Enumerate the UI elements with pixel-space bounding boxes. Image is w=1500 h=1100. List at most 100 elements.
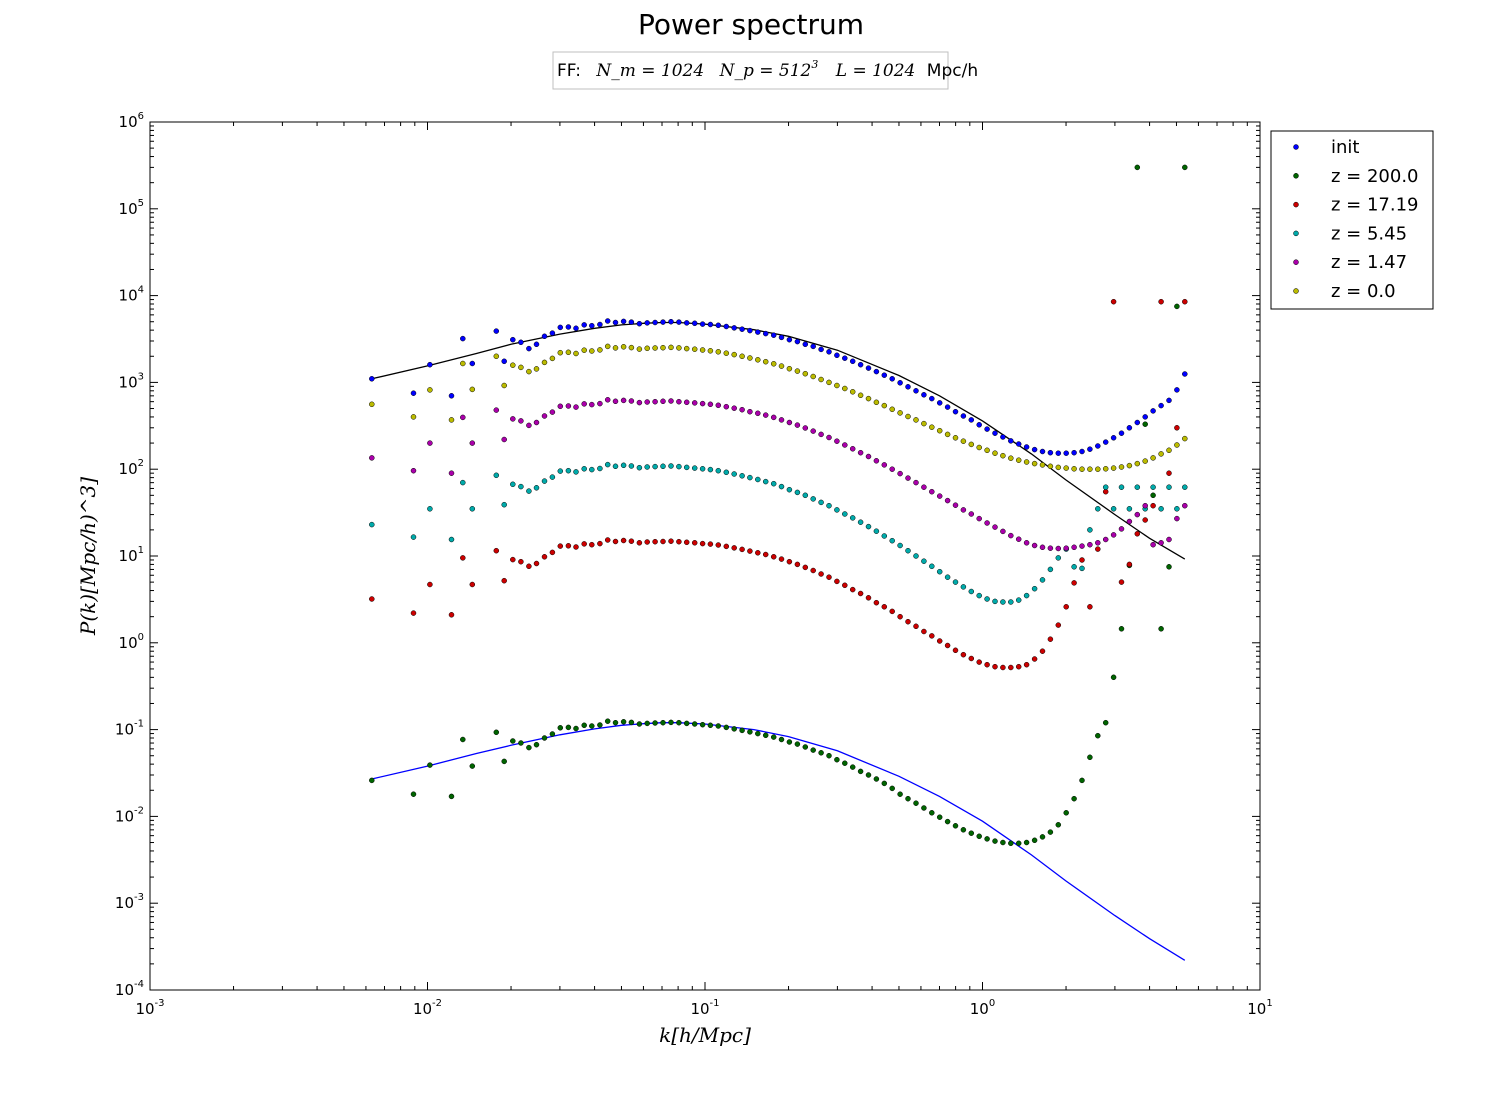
data-point xyxy=(620,719,627,725)
data-point xyxy=(589,541,595,548)
data-point xyxy=(865,523,872,530)
data-point xyxy=(762,358,769,365)
data-point xyxy=(936,814,943,820)
data-point xyxy=(770,361,777,367)
data-point xyxy=(604,461,611,468)
annotation-prefix: FF: xyxy=(557,61,581,81)
data-point xyxy=(960,584,967,590)
data-point xyxy=(510,362,516,368)
data-point xyxy=(755,410,761,417)
data-point xyxy=(731,545,737,551)
data-point xyxy=(984,596,990,602)
x-tick-label: 100 xyxy=(970,998,995,1018)
data-point xyxy=(936,568,943,575)
data-point xyxy=(628,719,635,726)
data-point xyxy=(921,628,927,635)
data-point xyxy=(929,633,935,639)
legend-marker xyxy=(1293,144,1299,150)
data-point xyxy=(510,556,516,563)
data-point xyxy=(865,395,872,402)
data-point xyxy=(1008,455,1014,461)
data-point xyxy=(549,474,556,480)
data-point xyxy=(1134,484,1141,490)
x-tick-exp: -3 xyxy=(155,998,165,1009)
data-point xyxy=(410,467,417,474)
y-tick-label: 101 xyxy=(119,545,144,565)
data-point xyxy=(676,719,682,726)
data-point xyxy=(1102,439,1109,445)
data-point xyxy=(762,412,769,418)
data-point xyxy=(652,398,658,405)
data-point xyxy=(1000,528,1006,535)
data-point xyxy=(683,720,690,727)
data-point xyxy=(1008,599,1014,605)
data-point xyxy=(604,318,611,324)
data-point xyxy=(865,453,872,460)
data-point xyxy=(1118,430,1125,436)
data-point xyxy=(1118,626,1125,632)
data-point xyxy=(1134,511,1141,518)
data-point xyxy=(557,468,564,474)
data-point xyxy=(1134,419,1141,426)
data-point xyxy=(660,719,666,726)
data-point xyxy=(699,347,706,353)
data-point xyxy=(549,355,556,362)
data-point xyxy=(842,355,848,361)
data-point xyxy=(1063,465,1069,471)
data-point xyxy=(493,547,500,554)
data-point xyxy=(723,350,730,356)
data-point xyxy=(460,555,466,561)
data-point xyxy=(1174,425,1180,431)
data-point xyxy=(1142,517,1148,523)
data-point xyxy=(770,332,777,338)
data-point xyxy=(1174,387,1180,393)
data-point xyxy=(810,428,816,434)
data-point xyxy=(1102,466,1109,472)
x-tick-base: 10 xyxy=(413,1000,432,1018)
y-tick-exp: 4 xyxy=(138,285,144,296)
data-point xyxy=(1087,541,1093,548)
data-point xyxy=(691,465,698,471)
data-points xyxy=(369,164,1188,847)
data-point xyxy=(976,444,982,451)
data-point xyxy=(889,785,895,792)
data-point xyxy=(707,321,714,328)
data-point xyxy=(1031,446,1038,453)
x-tick-exp: -1 xyxy=(710,998,720,1009)
data-point xyxy=(1023,459,1030,465)
data-point xyxy=(849,358,856,365)
data-point xyxy=(699,400,706,407)
data-point xyxy=(897,613,903,620)
data-point xyxy=(469,386,476,393)
data-point xyxy=(747,474,753,481)
data-point xyxy=(794,422,801,428)
legend-marker xyxy=(1293,173,1299,179)
data-point xyxy=(1126,561,1133,568)
data-point xyxy=(1087,527,1093,533)
data-point xyxy=(881,780,888,787)
data-point xyxy=(612,319,619,326)
data-point xyxy=(1023,839,1030,846)
data-point xyxy=(557,725,564,731)
x-axis-ticks: 10-3 10-2 10-1 100 101 xyxy=(135,122,1273,1018)
data-point xyxy=(755,476,761,483)
data-point xyxy=(960,438,967,444)
y-tick-exp: 2 xyxy=(138,458,144,469)
data-point xyxy=(762,732,769,739)
data-point xyxy=(707,722,714,729)
data-point xyxy=(707,348,714,354)
data-point xyxy=(1087,466,1093,472)
data-point xyxy=(369,376,375,382)
data-point xyxy=(1008,532,1014,539)
data-point xyxy=(526,368,532,375)
data-point xyxy=(1023,540,1030,546)
y-tick-label: 106 xyxy=(119,111,144,131)
data-point xyxy=(960,651,967,658)
data-point xyxy=(1055,545,1062,552)
data-point xyxy=(1047,566,1054,573)
data-point xyxy=(786,336,793,343)
data-point xyxy=(369,596,375,602)
data-point xyxy=(778,483,785,490)
data-point xyxy=(913,553,919,559)
y-tick-base: 10 xyxy=(115,807,134,825)
